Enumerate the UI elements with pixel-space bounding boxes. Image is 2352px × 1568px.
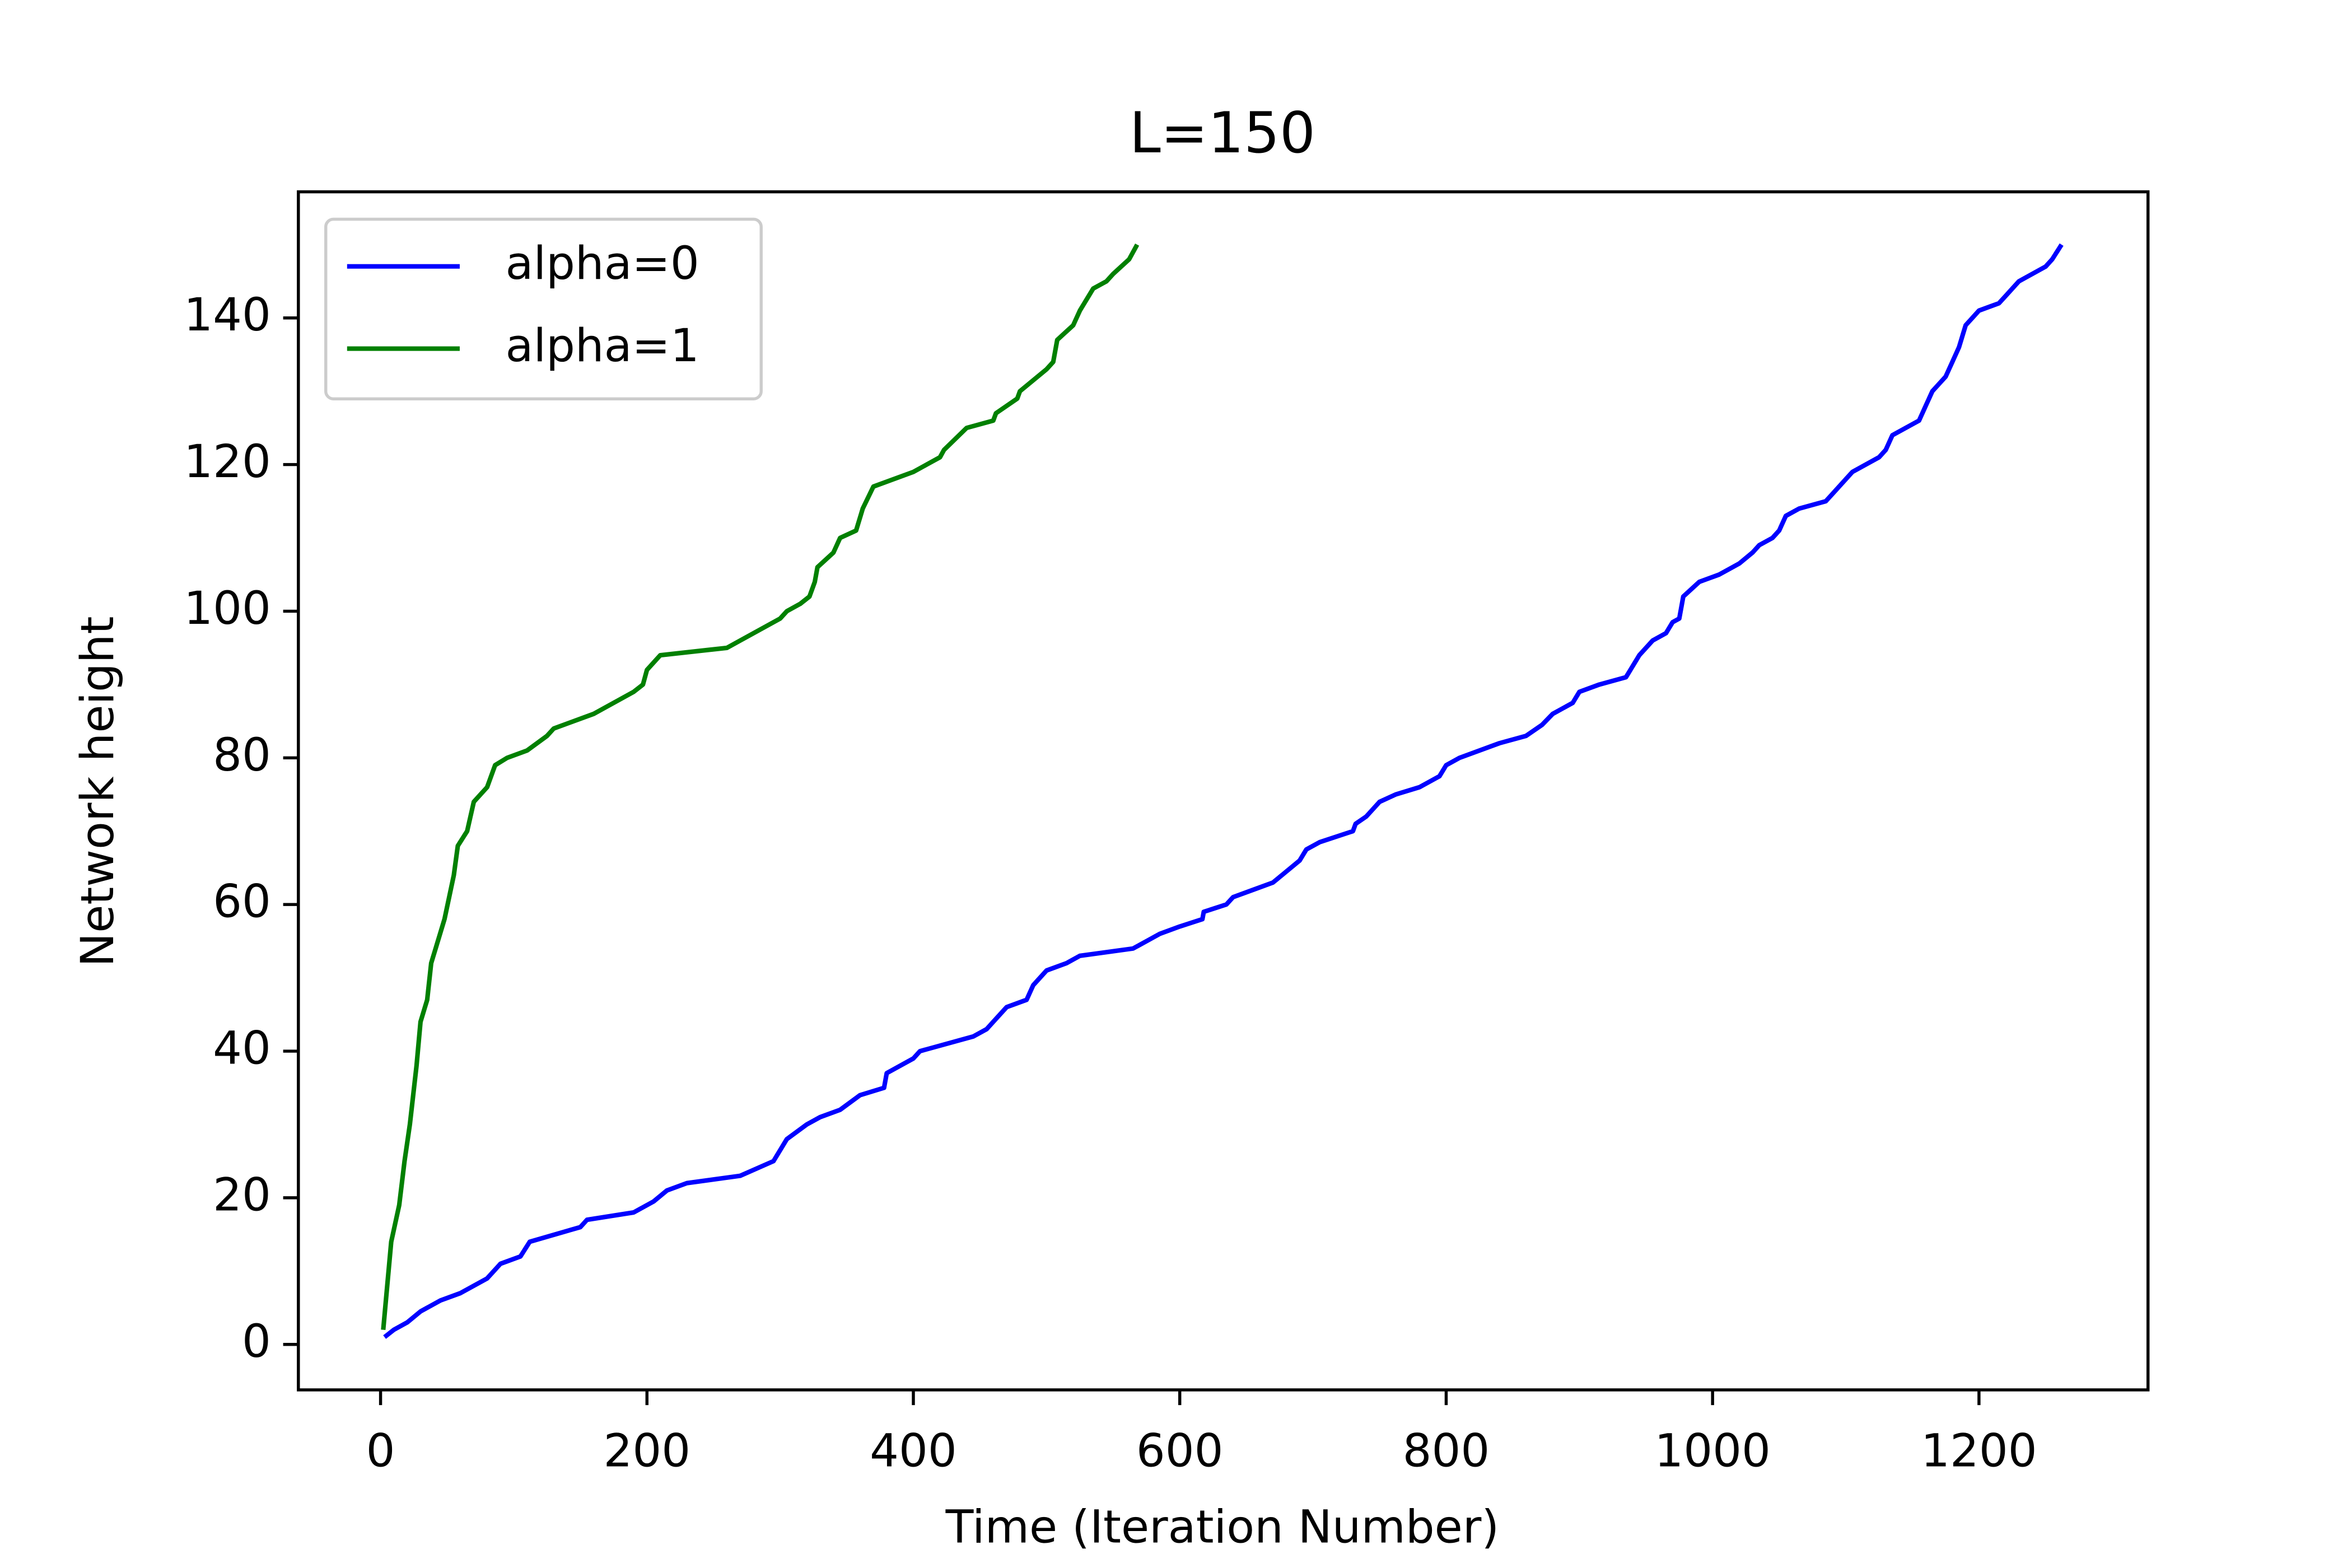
- legend-label: alpha=1: [506, 319, 699, 372]
- y-tick-label: 140: [184, 288, 271, 342]
- x-tick-label: 1200: [1921, 1425, 2037, 1478]
- line-series: [383, 243, 2064, 1339]
- plot-frame: [297, 190, 2150, 1392]
- y-tick-label: 100: [184, 582, 271, 635]
- x-tick-label: 400: [870, 1425, 957, 1478]
- y-tick-label: 20: [213, 1168, 271, 1221]
- y-tick-label: 80: [213, 729, 271, 782]
- legend-label: alpha=0: [506, 237, 699, 290]
- x-tick-label: 600: [1136, 1425, 1224, 1478]
- x-tick-label: 0: [366, 1425, 395, 1478]
- y-axis-label: Network height: [71, 616, 124, 967]
- x-tick-label: 1000: [1654, 1425, 1771, 1478]
- line-series: [381, 243, 1140, 1330]
- y-tick-label: 120: [184, 435, 271, 488]
- y-tick-label: 40: [213, 1021, 271, 1075]
- x-axis-label: Time (Iteration Number): [945, 1500, 1500, 1553]
- y-tick-label: 60: [213, 875, 271, 928]
- y-tick-label: 0: [242, 1315, 271, 1368]
- x-tick-label: 200: [603, 1425, 690, 1478]
- chart-title: L=150: [1130, 100, 1315, 166]
- x-tick-label: 800: [1403, 1425, 1490, 1478]
